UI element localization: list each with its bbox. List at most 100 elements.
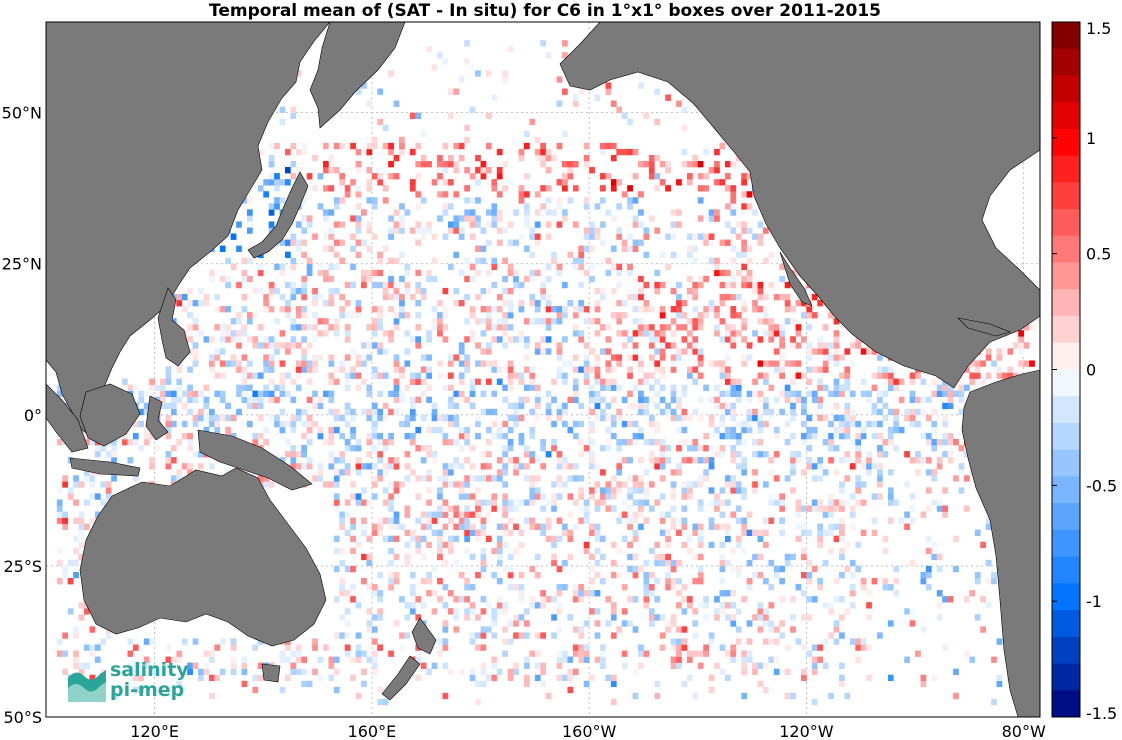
data-cell <box>339 414 346 422</box>
data-cell <box>828 608 834 615</box>
data-cell <box>301 445 308 452</box>
data-cell <box>594 535 601 543</box>
data-cell <box>426 330 432 337</box>
data-cell <box>779 517 786 524</box>
data-cell <box>301 142 308 150</box>
data-cell <box>719 318 726 325</box>
data-cell <box>757 535 764 543</box>
data-cell <box>518 402 525 410</box>
data-cell <box>697 348 704 355</box>
data-cell <box>480 318 487 325</box>
data-cell <box>589 263 595 271</box>
data-cell <box>610 142 617 150</box>
data-cell <box>638 432 644 440</box>
map-title: Temporal mean of (SAT - In situ) for C6 … <box>209 1 881 21</box>
data-cell <box>589 578 595 585</box>
data-cell <box>143 439 150 446</box>
data-cell <box>377 173 384 180</box>
data-cell <box>915 408 921 416</box>
data-cell <box>594 529 601 536</box>
data-cell <box>844 692 851 700</box>
data-cell <box>670 578 677 585</box>
data-cell <box>572 324 579 331</box>
data-cell <box>735 396 742 404</box>
data-cell <box>442 481 449 488</box>
data-cell <box>1018 342 1025 349</box>
data-cell <box>312 402 318 410</box>
data-cell <box>371 668 378 675</box>
data-cell <box>301 215 308 222</box>
data-cell <box>284 348 291 355</box>
data-cell <box>94 493 101 500</box>
data-cell <box>686 233 693 240</box>
data-cell <box>735 293 742 301</box>
data-cell <box>230 656 237 663</box>
data-cell <box>866 614 872 621</box>
data-cell <box>833 378 840 385</box>
data-cell <box>665 233 671 240</box>
data-cell <box>610 378 617 385</box>
data-cell <box>371 330 378 337</box>
data-cell <box>111 439 117 446</box>
data-cell <box>274 420 280 428</box>
data-cell <box>377 517 384 524</box>
data-cell <box>361 354 367 361</box>
data-cell <box>790 306 796 313</box>
data-cell <box>62 523 69 530</box>
data-cell <box>893 426 900 434</box>
data-cell <box>480 306 487 313</box>
data-cell <box>388 493 394 500</box>
data-cell <box>790 336 796 343</box>
data-cell <box>887 493 894 500</box>
data-cell <box>529 384 536 391</box>
data-cell <box>795 342 802 349</box>
data-cell <box>339 179 346 186</box>
data-cell <box>149 638 155 645</box>
data-cell <box>388 439 394 446</box>
data-cell <box>686 287 693 295</box>
data-cell <box>670 620 677 627</box>
data-cell <box>339 312 346 319</box>
data-cell <box>844 457 851 464</box>
data-cell <box>811 698 818 706</box>
data-cell <box>844 432 851 440</box>
data-cell <box>480 529 487 536</box>
data-cell <box>241 269 248 277</box>
data-cell <box>654 88 661 95</box>
data-cell <box>817 457 824 464</box>
data-cell <box>692 324 699 331</box>
data-cell <box>355 384 362 391</box>
data-cell <box>659 324 666 331</box>
data-cell <box>339 257 346 265</box>
data-cell <box>442 179 449 186</box>
data-cell <box>594 608 601 615</box>
data-cell <box>447 505 454 512</box>
data-cell <box>431 257 438 265</box>
data-cell <box>703 275 709 283</box>
data-cell <box>502 602 508 609</box>
data-cell <box>415 396 422 404</box>
data-cell <box>534 233 541 240</box>
data-cell <box>578 505 585 512</box>
data-cell <box>464 167 470 174</box>
data-cell <box>730 487 737 494</box>
data-cell <box>203 414 210 422</box>
data-cell <box>165 420 172 428</box>
data-cell <box>562 559 568 567</box>
data-cell <box>393 312 400 319</box>
data-cell <box>458 493 465 500</box>
data-cell <box>741 179 747 186</box>
data-cell <box>670 318 677 325</box>
data-cell <box>762 517 769 524</box>
data-cell <box>284 148 291 156</box>
data-cell <box>377 372 384 379</box>
data-cell <box>632 342 639 349</box>
data-cell <box>388 161 394 168</box>
data-cell <box>339 173 346 180</box>
data-cell <box>735 384 742 391</box>
data-cell <box>654 420 661 428</box>
data-cell <box>420 130 427 138</box>
data-cell <box>333 287 340 295</box>
data-cell <box>540 318 547 325</box>
data-cell <box>600 408 606 416</box>
